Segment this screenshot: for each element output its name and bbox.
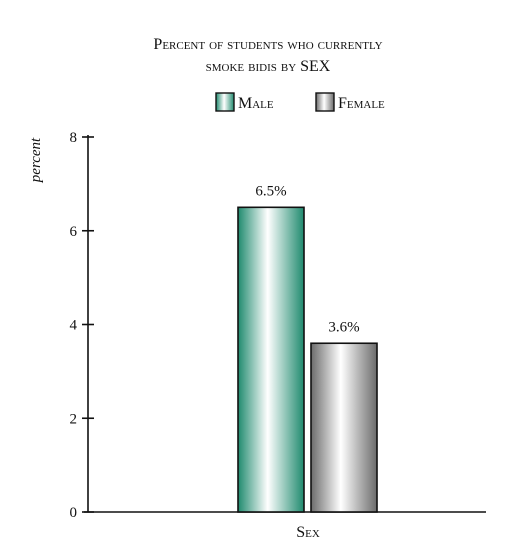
y-ticks: 0 2 4 6 8 [70,130,94,521]
data-label-female: 3.6% [328,319,359,335]
x-axis-label: Sex [296,524,320,541]
chart-title-line-2: smoke bidis by SEX [206,58,331,75]
chart-title-line-1: Percent of students who currently [153,36,382,53]
legend: Male Female [215,92,385,112]
legend-label-male: Male [238,95,274,112]
legend-label-female: Female [338,95,385,112]
legend-swatch-male [215,92,235,112]
bars: 6.5% 3.6% [237,183,378,513]
y-axis-label: percent [28,137,44,183]
bar-female [310,342,378,513]
bar-male [237,206,305,513]
y-tick-label: 8 [70,130,78,146]
y-tick-label: 0 [70,505,78,521]
y-tick-label: 4 [70,318,78,334]
y-tick-label: 2 [70,411,78,427]
legend-swatch-female [315,92,335,112]
data-label-male: 6.5% [255,183,286,199]
y-tick-label: 6 [70,224,78,240]
